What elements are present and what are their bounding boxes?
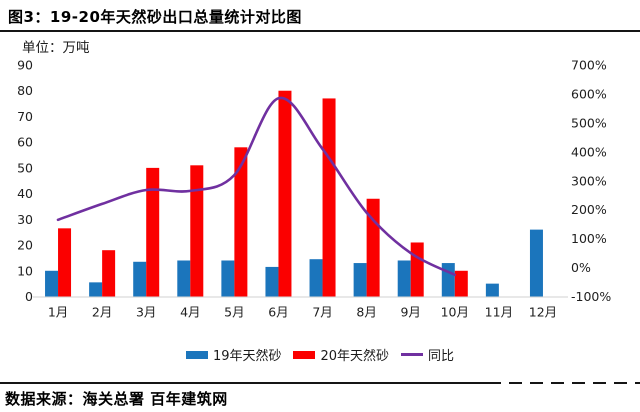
yoy-line xyxy=(56,96,457,277)
month-label: 10月 xyxy=(441,305,469,320)
bar-2019 xyxy=(177,260,191,297)
bar-2020 xyxy=(146,167,160,297)
bar-2020 xyxy=(454,270,468,297)
bar-2020 xyxy=(234,147,248,297)
right-axis-tick: -100% xyxy=(571,289,611,304)
right-axis-tick: 200% xyxy=(571,202,607,217)
data-source-label: 数据来源：海关总署 百年建筑网 xyxy=(5,390,228,408)
right-axis-tick: 700% xyxy=(571,58,607,73)
month-label: 9月 xyxy=(400,305,420,320)
left-axis-tick: 60 xyxy=(17,135,33,150)
page-title: 图3：19-20年天然砂出口总量统计对比图 xyxy=(0,0,640,32)
footer-rule xyxy=(0,382,640,384)
legend-line-yoy-icon xyxy=(401,353,424,356)
month-label: 4月 xyxy=(180,305,200,320)
legend-swatch-2020-icon xyxy=(293,350,316,359)
left-axis-tick: 80 xyxy=(17,83,33,98)
left-axis-tick: 0 xyxy=(25,289,33,304)
month-label: 11月 xyxy=(485,305,513,320)
legend-label-2020: 20年天然砂 xyxy=(320,349,390,364)
unit-label: 单位：万吨 xyxy=(22,40,90,56)
bar-2019 xyxy=(45,270,59,297)
bar-2019 xyxy=(441,263,455,297)
bar-2019 xyxy=(397,260,411,297)
left-axis-tick: 30 xyxy=(17,212,33,227)
month-label: 6月 xyxy=(268,305,288,320)
right-axis-tick: 100% xyxy=(571,231,607,246)
right-axis-tick: 300% xyxy=(571,173,607,188)
bar-2019 xyxy=(485,283,499,297)
bar-2019 xyxy=(265,266,279,297)
right-axis-tick: 500% xyxy=(571,115,607,130)
bar-2020 xyxy=(278,90,292,297)
combo-chart: 90 80 70 60 50 40 30 20 10 0 700% 600% 500% 400% 300% 2… xyxy=(17,58,611,320)
month-label: 8月 xyxy=(356,305,376,320)
bar-2020 xyxy=(190,165,204,297)
bar-2020 xyxy=(410,242,424,297)
legend-item-2019: 19年天然砂 xyxy=(185,345,282,364)
bar-2019 xyxy=(221,260,235,297)
legend-item-yoy: 同比 xyxy=(401,345,454,364)
left-axis-tick: 70 xyxy=(17,109,33,124)
legend-label-2019: 19年天然砂 xyxy=(212,349,282,364)
bar-2019 xyxy=(133,261,147,297)
month-label: 5月 xyxy=(224,305,244,320)
chart-legend: 19年天然砂 20年天然砂 同比 xyxy=(0,345,640,364)
legend-item-2020: 20年天然砂 xyxy=(293,345,389,364)
right-axis-tick: 400% xyxy=(571,144,607,159)
bar-2020 xyxy=(322,98,336,297)
month-label: 12月 xyxy=(529,305,557,320)
bar-2019 xyxy=(353,263,367,297)
bar-2020 xyxy=(58,228,72,297)
watermark-gap-overlay xyxy=(488,381,640,385)
legend-label-yoy: 同比 xyxy=(428,349,455,364)
left-axis-tick: 50 xyxy=(17,160,33,175)
bar-2019 xyxy=(309,259,323,297)
left-axis-tick: 20 xyxy=(17,238,33,253)
bar-2019 xyxy=(529,229,543,297)
month-label: 1月 xyxy=(48,305,68,320)
legend-swatch-2019-icon xyxy=(185,350,208,359)
month-label: 3月 xyxy=(136,305,156,320)
left-axis-tick: 10 xyxy=(17,263,33,278)
right-axis-tick: 0% xyxy=(571,260,591,275)
month-label: 2月 xyxy=(92,305,112,320)
bar-2020 xyxy=(102,250,116,297)
bar-2019 xyxy=(89,282,103,297)
right-axis-tick: 600% xyxy=(571,86,607,101)
left-axis-tick: 90 xyxy=(17,58,33,73)
left-axis-tick: 40 xyxy=(17,186,33,201)
month-label: 7月 xyxy=(312,305,332,320)
